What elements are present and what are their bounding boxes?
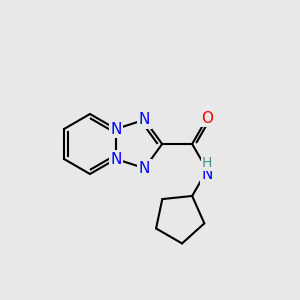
Text: N: N [202, 167, 213, 182]
Text: N: N [139, 161, 150, 176]
Text: O: O [201, 110, 213, 125]
Text: N: N [110, 152, 122, 166]
Text: N: N [110, 122, 122, 136]
Text: H: H [202, 156, 212, 170]
Text: N: N [139, 112, 150, 127]
